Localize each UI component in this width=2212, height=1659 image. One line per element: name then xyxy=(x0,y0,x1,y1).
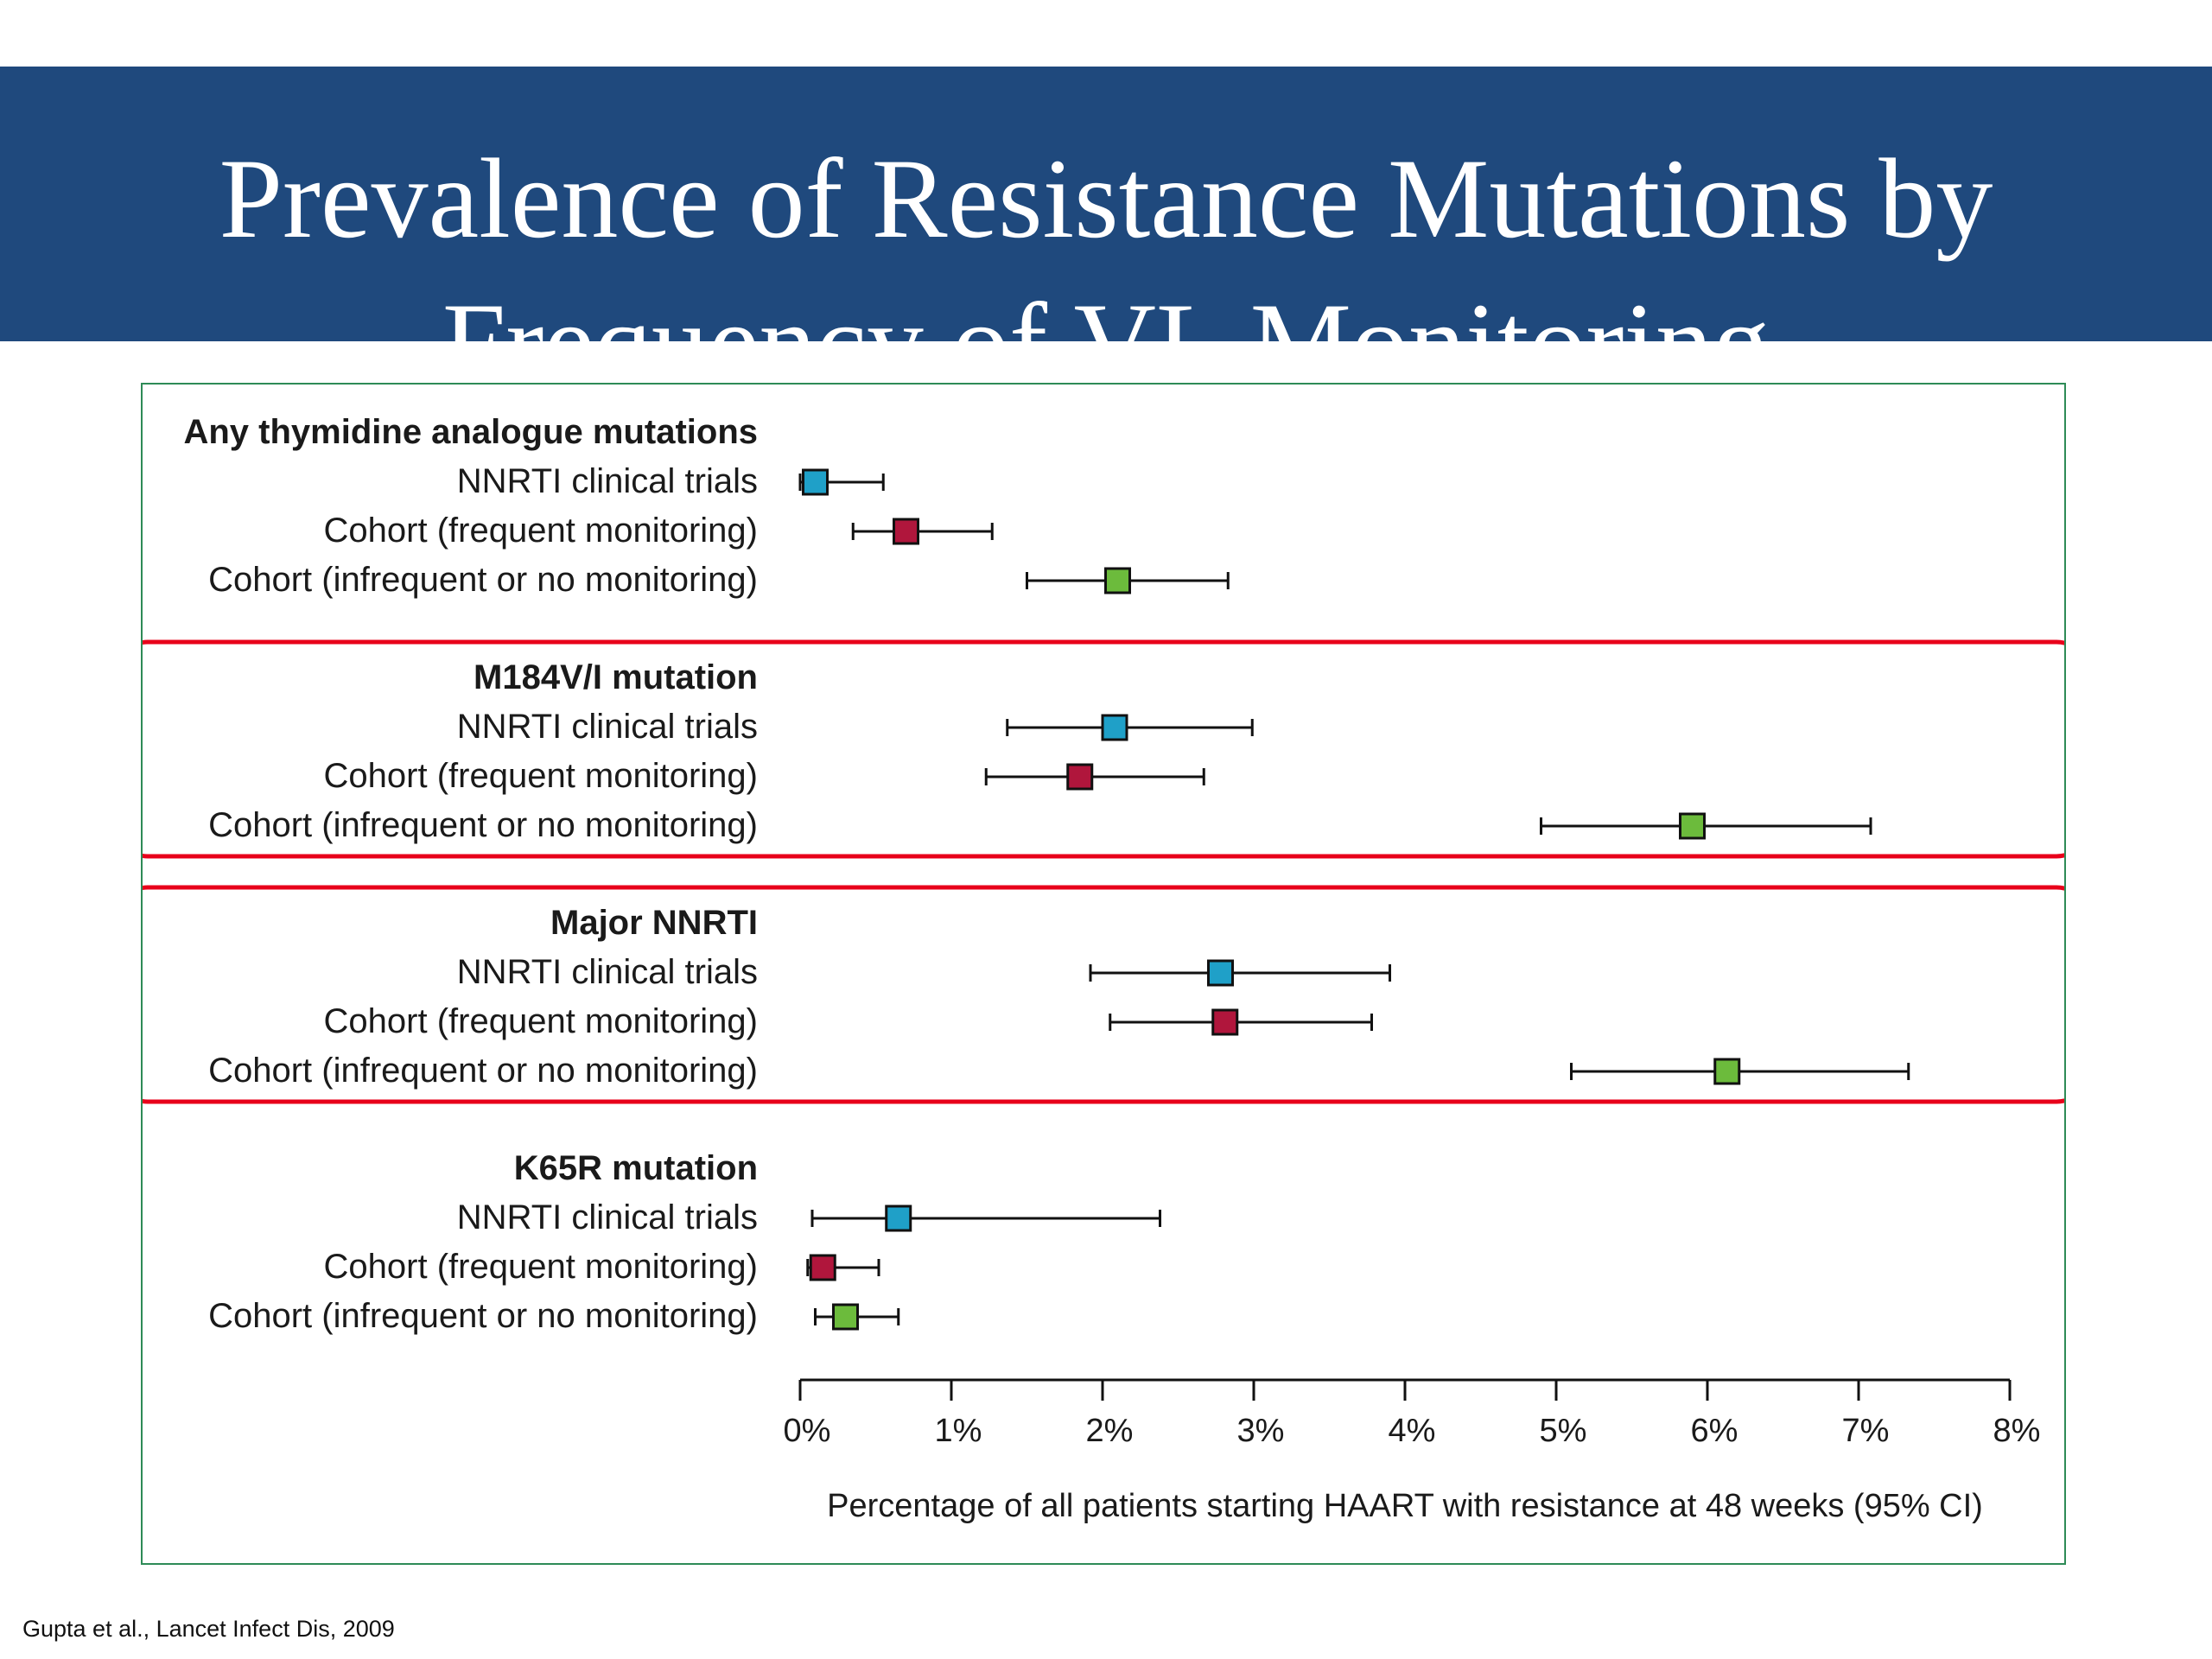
point-estimate xyxy=(1066,763,1094,791)
row-label: NNRTI clinical trials xyxy=(457,462,758,500)
citation: Gupta et al., Lancet Infect Dis, 2009 xyxy=(22,1616,395,1642)
group-header: Any thymidine analogue mutations xyxy=(183,413,758,451)
point-estimate xyxy=(832,1303,859,1331)
slide-title-line-1: Prevalence of Resistance Mutations by xyxy=(219,135,1993,262)
point-estimate xyxy=(1101,714,1128,741)
x-tick-label: 1% xyxy=(935,1413,982,1449)
x-tick-label: 2% xyxy=(1086,1413,1134,1449)
x-tick-label: 5% xyxy=(1540,1413,1587,1449)
x-tick-label: 7% xyxy=(1842,1413,1890,1449)
point-estimate xyxy=(1104,567,1131,594)
point-estimate xyxy=(1211,1008,1239,1036)
point-estimate xyxy=(1713,1058,1741,1085)
row-label: Cohort (frequent monitoring) xyxy=(324,1248,758,1286)
group-header: M184V/I mutation xyxy=(474,658,758,696)
x-axis-title: Percentage of all patients starting HAAR… xyxy=(827,1488,1983,1524)
group-header: Major NNRTI xyxy=(550,904,758,942)
point-estimate xyxy=(1679,812,1706,840)
row-label: NNRTI clinical trials xyxy=(457,708,758,746)
point-estimate xyxy=(802,468,829,496)
forest-plot: Any thymidine analogue mutations NNRTI cl… xyxy=(143,413,2064,1524)
row-label: Cohort (infrequent or no monitoring) xyxy=(208,1297,758,1335)
row-label: Cohort (infrequent or no monitoring) xyxy=(208,1052,758,1090)
point-estimate xyxy=(809,1254,836,1281)
point-estimate xyxy=(885,1205,912,1232)
x-tick-label: 6% xyxy=(1691,1413,1738,1449)
highlight-box xyxy=(143,639,2064,859)
row-label: Cohort (frequent monitoring) xyxy=(324,512,758,550)
point-estimate xyxy=(1207,959,1234,987)
highlight-box xyxy=(143,885,2064,1104)
row-label: NNRTI clinical trials xyxy=(457,1198,758,1236)
row-label: Cohort (infrequent or no monitoring) xyxy=(208,561,758,599)
x-tick-label: 8% xyxy=(1993,1413,2041,1449)
point-estimate xyxy=(893,518,919,545)
group-header: K65R mutation xyxy=(514,1149,758,1187)
row-label: Cohort (frequent monitoring) xyxy=(324,757,758,795)
row-label: Cohort (infrequent or no monitoring) xyxy=(208,806,758,844)
row-label: Cohort (frequent monitoring) xyxy=(324,1002,758,1040)
x-tick-label: 4% xyxy=(1389,1413,1436,1449)
row-label: NNRTI clinical trials xyxy=(457,953,758,991)
x-tick-label: 3% xyxy=(1237,1413,1285,1449)
x-tick-label: 0% xyxy=(784,1413,831,1449)
title-bar: Prevalence of Resistance Mutations by Fr… xyxy=(0,67,2212,406)
chart-frame: Any thymidine analogue mutations NNRTI cl… xyxy=(141,383,2066,1565)
